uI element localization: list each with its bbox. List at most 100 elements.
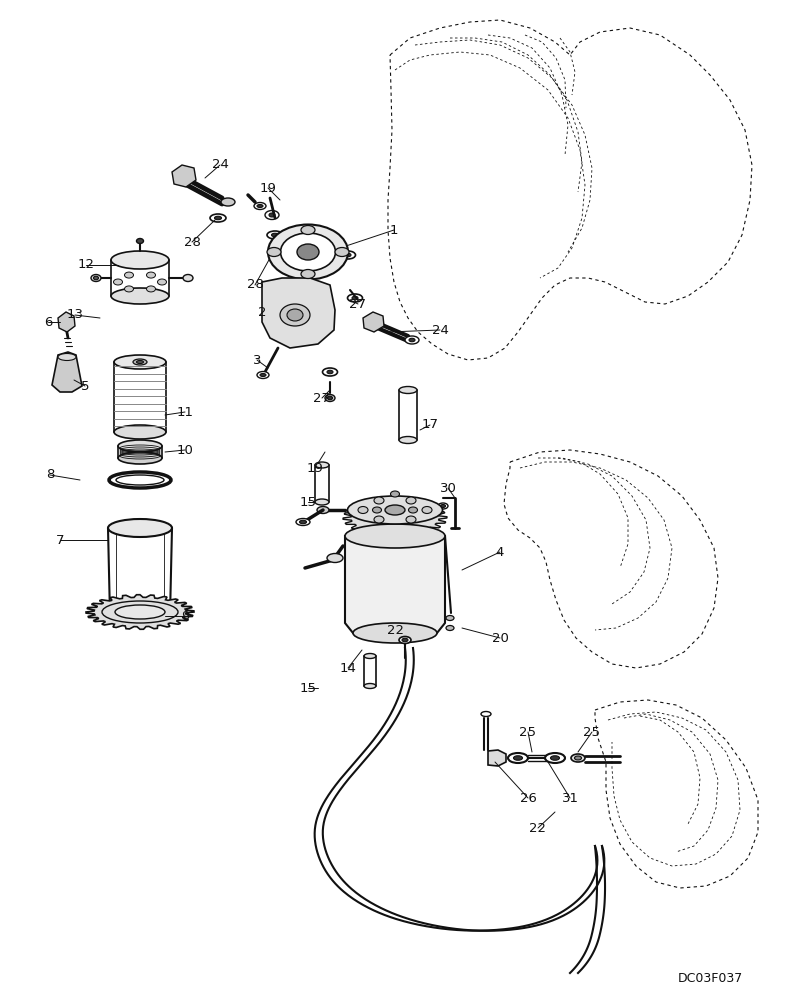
Ellipse shape <box>317 506 329 514</box>
Ellipse shape <box>340 251 356 259</box>
Ellipse shape <box>446 615 454 620</box>
Text: 26: 26 <box>520 792 537 804</box>
Ellipse shape <box>91 274 101 282</box>
Ellipse shape <box>325 394 335 401</box>
Ellipse shape <box>124 286 133 292</box>
Ellipse shape <box>280 233 335 271</box>
Ellipse shape <box>94 276 99 280</box>
Ellipse shape <box>440 504 445 508</box>
Polygon shape <box>262 278 335 348</box>
Ellipse shape <box>267 247 281 256</box>
Polygon shape <box>58 312 75 332</box>
Text: 7: 7 <box>56 534 65 546</box>
Text: 2: 2 <box>258 306 267 318</box>
Ellipse shape <box>58 354 76 360</box>
Text: 20: 20 <box>491 632 508 645</box>
Ellipse shape <box>405 336 419 344</box>
Ellipse shape <box>353 623 437 643</box>
Text: 4: 4 <box>496 546 504 558</box>
Ellipse shape <box>322 368 338 376</box>
Ellipse shape <box>399 386 417 393</box>
Ellipse shape <box>221 198 235 206</box>
Text: 3: 3 <box>253 354 261 366</box>
Ellipse shape <box>111 251 169 269</box>
Ellipse shape <box>406 497 416 504</box>
Text: 19: 19 <box>259 182 276 194</box>
Ellipse shape <box>446 626 454 631</box>
Ellipse shape <box>514 756 523 760</box>
Text: 24: 24 <box>212 158 229 172</box>
Ellipse shape <box>296 518 310 526</box>
Polygon shape <box>345 536 445 638</box>
Ellipse shape <box>315 462 329 468</box>
Ellipse shape <box>271 233 279 237</box>
Text: 6: 6 <box>44 316 53 328</box>
Ellipse shape <box>550 756 559 760</box>
Ellipse shape <box>133 359 147 365</box>
Text: 17: 17 <box>422 418 439 432</box>
Ellipse shape <box>254 202 266 210</box>
Ellipse shape <box>508 753 528 763</box>
Text: 9: 9 <box>181 609 189 622</box>
Text: 12: 12 <box>78 258 95 271</box>
Ellipse shape <box>315 499 329 505</box>
Text: 5: 5 <box>81 379 89 392</box>
Text: 27: 27 <box>314 391 330 404</box>
Text: 30: 30 <box>440 482 457 494</box>
Text: 10: 10 <box>177 444 193 456</box>
Ellipse shape <box>146 272 155 278</box>
Ellipse shape <box>347 496 443 524</box>
Polygon shape <box>52 352 82 392</box>
Ellipse shape <box>481 712 491 716</box>
Text: 27: 27 <box>350 298 367 310</box>
Ellipse shape <box>269 213 275 217</box>
Ellipse shape <box>399 637 411 644</box>
Ellipse shape <box>114 425 166 439</box>
Ellipse shape <box>137 238 144 243</box>
Ellipse shape <box>113 279 123 285</box>
Ellipse shape <box>210 214 226 222</box>
Text: 28: 28 <box>246 278 263 292</box>
Text: 15: 15 <box>300 682 317 694</box>
Ellipse shape <box>409 338 415 342</box>
Ellipse shape <box>114 355 166 369</box>
Ellipse shape <box>364 684 376 688</box>
Ellipse shape <box>574 756 582 760</box>
Ellipse shape <box>158 279 166 285</box>
Ellipse shape <box>118 452 162 464</box>
Text: 1: 1 <box>389 224 398 236</box>
Text: 13: 13 <box>66 308 83 322</box>
Ellipse shape <box>257 205 263 208</box>
Ellipse shape <box>301 269 315 278</box>
Ellipse shape <box>571 754 585 762</box>
Polygon shape <box>488 750 506 766</box>
Ellipse shape <box>327 396 333 400</box>
Text: 22: 22 <box>529 822 546 834</box>
Text: 25: 25 <box>520 726 537 738</box>
Ellipse shape <box>146 286 155 292</box>
Ellipse shape <box>183 274 193 282</box>
Ellipse shape <box>118 610 162 621</box>
Text: 22: 22 <box>386 624 403 637</box>
Text: 15: 15 <box>300 495 317 508</box>
Ellipse shape <box>137 360 144 363</box>
Ellipse shape <box>300 520 306 524</box>
Ellipse shape <box>438 503 448 509</box>
Text: 11: 11 <box>176 406 193 418</box>
Ellipse shape <box>110 608 170 624</box>
Text: 31: 31 <box>562 792 579 804</box>
Ellipse shape <box>390 491 399 497</box>
Ellipse shape <box>301 226 315 234</box>
Ellipse shape <box>374 497 384 504</box>
Ellipse shape <box>214 216 221 220</box>
Ellipse shape <box>287 309 303 321</box>
Ellipse shape <box>545 753 565 763</box>
Polygon shape <box>86 595 194 629</box>
Text: 8: 8 <box>46 468 54 482</box>
Ellipse shape <box>260 373 266 376</box>
Ellipse shape <box>335 247 349 256</box>
Ellipse shape <box>372 507 381 513</box>
Ellipse shape <box>265 211 279 220</box>
Ellipse shape <box>327 370 333 374</box>
Ellipse shape <box>352 296 358 300</box>
